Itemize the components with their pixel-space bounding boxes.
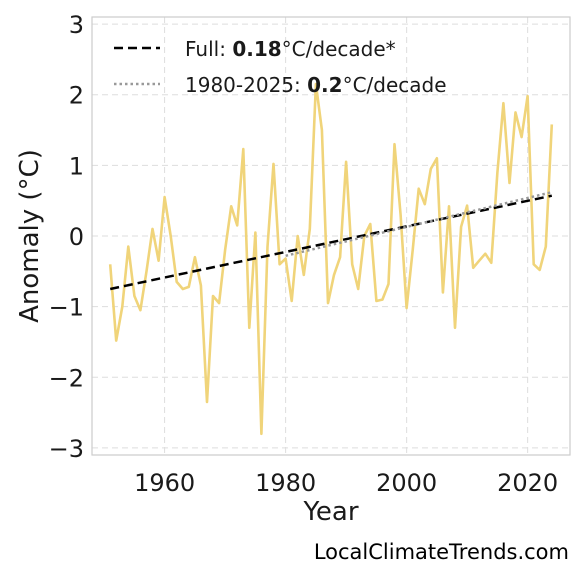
- x-tick-label: 2000: [376, 469, 437, 497]
- trend-line-recent: [285, 190, 553, 258]
- x-axis-label: Year: [302, 497, 358, 527]
- x-tick-label: 1960: [134, 469, 195, 497]
- credit-text: LocalClimateTrends.com: [313, 540, 569, 564]
- legend-full-entry: Full: 0.18°C/decade*: [185, 37, 396, 61]
- y-tick-label: 0: [69, 223, 84, 251]
- y-tick-label: 1: [69, 152, 84, 180]
- legend-full-rate: 0.18: [232, 37, 281, 61]
- tick-labels: 1960 1980 2000 2020 3 2 1 0 −1 −2 −3: [49, 11, 559, 497]
- trend-line-full: [109, 194, 553, 291]
- y-tick-label: −2: [49, 364, 84, 392]
- legend-full-unit: °C/decade*: [282, 37, 396, 61]
- legend: Full: 0.18°C/decade* 1980-2025: 0.2°C/de…: [114, 37, 447, 97]
- anomaly-line: [108, 82, 554, 436]
- y-axis-label: Anomaly (°C): [15, 149, 45, 323]
- legend-full-name: Full: [185, 37, 219, 61]
- legend-recent-rate: 0.2: [307, 73, 342, 97]
- x-tick-label: 1980: [255, 469, 316, 497]
- x-tick-label: 2020: [497, 469, 558, 497]
- legend-recent-unit: °C/decade: [343, 73, 447, 97]
- y-tick-label: 3: [69, 11, 84, 39]
- grid: [92, 17, 570, 455]
- y-tick-label: −1: [49, 294, 84, 322]
- legend-recent-entry: 1980-2025: 0.2°C/decade: [185, 73, 447, 97]
- series-layer: [108, 82, 554, 436]
- plot-frame: [91, 16, 571, 456]
- legend-recent-name: 1980-2025: [185, 73, 294, 97]
- y-tick-label: −3: [49, 435, 84, 463]
- y-tick-label: 2: [69, 82, 84, 110]
